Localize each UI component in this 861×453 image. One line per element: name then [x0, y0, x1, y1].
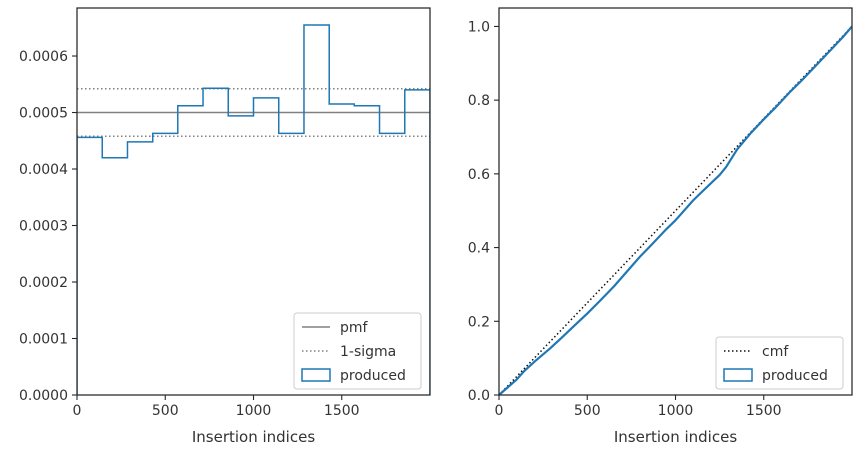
x-tick-label: 1000 — [658, 403, 694, 419]
legend-frame — [715, 336, 844, 390]
cmf-panel: 0 500 1000 1500 0.0 0.2 0.4 0.6 0.8 1.0 Insertion … — [468, 7, 853, 446]
x-tick-label: 0 — [73, 403, 82, 419]
histogram-bin — [102, 158, 127, 395]
y-tick-label: 0.0 — [468, 388, 490, 404]
y-tick-label: 0.0006 — [19, 49, 68, 65]
x-tick-label: 0 — [495, 403, 504, 419]
y-tick-label: 0.0001 — [19, 332, 68, 348]
y-tick-label: 0.0002 — [19, 275, 68, 291]
y-tick-label: 0.0005 — [19, 106, 68, 122]
x-tick-label: 1500 — [746, 403, 782, 419]
histogram-bin — [153, 133, 178, 395]
legend-swatch-produced — [301, 368, 331, 382]
histogram-bin — [178, 106, 203, 395]
x-tick-label: 500 — [574, 403, 601, 419]
legend-label: 1-sigma — [340, 344, 396, 360]
histogram-bin — [254, 98, 279, 395]
histogram-panel: 0 500 1000 1500 0.0000 0.0001 0.0002 0.0003 0.00… — [19, 7, 431, 446]
histogram-bin — [203, 88, 228, 395]
x-tick-label: 1500 — [324, 403, 360, 419]
x-axis-label: Insertion indices — [192, 428, 315, 446]
y-tick-label: 0.6 — [468, 167, 490, 183]
x-tick-label: 1000 — [236, 403, 272, 419]
legend: pmf 1-sigma produced — [293, 312, 422, 390]
y-tick-label: 0.0003 — [19, 219, 68, 235]
y-tick-label: 1.0 — [468, 19, 490, 35]
y-tick-label: 0.8 — [468, 93, 490, 109]
y-tick-label: 0.2 — [468, 314, 490, 330]
x-axis-label: Insertion indices — [614, 428, 737, 446]
produced-histogram — [77, 24, 430, 395]
legend-swatch-produced — [723, 368, 753, 382]
legend-frame — [293, 312, 422, 390]
y-tick-label: 0.0004 — [19, 162, 68, 178]
legend-label: produced — [340, 368, 406, 384]
plot-area — [499, 25, 852, 395]
legend-label: produced — [762, 368, 828, 384]
legend-label: pmf — [340, 320, 369, 336]
histogram-bin — [127, 142, 152, 395]
y-tick-label: 0.0000 — [19, 388, 68, 404]
histogram-bin — [228, 116, 253, 395]
legend: cmf produced — [715, 336, 844, 390]
x-tick-label: 500 — [152, 403, 179, 419]
produced-cumulative-line — [499, 25, 852, 395]
plot-area — [77, 24, 430, 395]
legend-label: cmf — [762, 344, 789, 360]
y-tick-label: 0.4 — [468, 241, 490, 257]
histogram-bin — [77, 137, 102, 395]
